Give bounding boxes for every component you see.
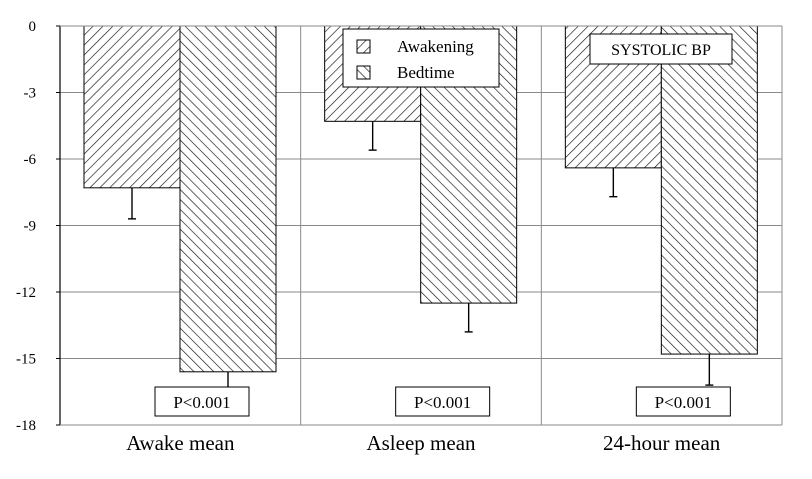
- p-value-box: [635, 386, 731, 417]
- x-tick-labels: Awake mean Asleep mean 24-hour mean: [126, 431, 721, 455]
- legend: Awakening Bedtime: [342, 28, 500, 88]
- p-value-label: P<0.001: [655, 393, 712, 412]
- annotation-text: SYSTOLIC BP: [611, 42, 711, 59]
- y-tick-label: -6: [24, 152, 37, 168]
- x-tick-label: Awake mean: [126, 431, 235, 455]
- y-tick-label: -18: [16, 418, 36, 434]
- legend-swatch-bedtime: [356, 65, 371, 80]
- p-value-label: P<0.001: [414, 393, 471, 412]
- bar-awakening-0: [83, 25, 181, 189]
- y-tick-label: -15: [16, 352, 36, 368]
- x-tick-label: 24-hour mean: [603, 431, 721, 455]
- p-value-label: P<0.001: [173, 393, 230, 412]
- p-value-box: [154, 386, 250, 417]
- p-value-boxes: P<0.001 P<0.001 P<0.001: [154, 386, 731, 417]
- legend-label-bedtime: Bedtime: [397, 63, 455, 82]
- y-tick-label: -9: [24, 219, 37, 235]
- y-tick-label: -3: [24, 86, 37, 102]
- bar-bedtime-0: [179, 25, 277, 373]
- p-value-box: [395, 386, 491, 417]
- y-tick-labels: 0 -3 -6 -9 -12 -15 -18: [16, 19, 36, 434]
- annotation-systolic-bp: SYSTOLIC BP: [589, 33, 733, 65]
- legend-swatch-awakening: [356, 39, 371, 54]
- plot-frame: [56, 25, 783, 426]
- bar-bedtime-2: [660, 25, 758, 355]
- x-tick-label: Asleep mean: [366, 431, 476, 455]
- y-tick-label: 0: [29, 19, 37, 35]
- legend-label-awakening: Awakening: [397, 37, 474, 56]
- y-tick-label: -12: [16, 285, 36, 301]
